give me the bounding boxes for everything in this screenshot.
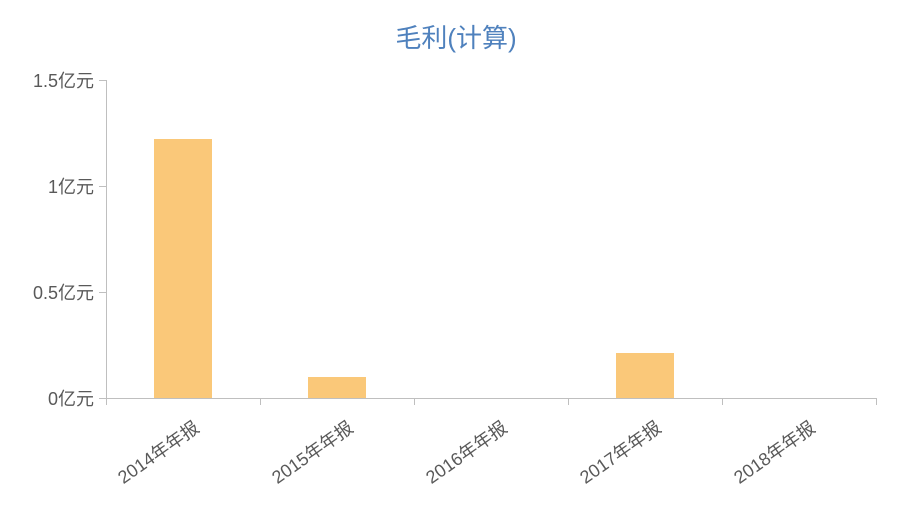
- chart-title: 毛利(计算): [0, 18, 912, 55]
- bar: [154, 139, 213, 398]
- y-tick-label: 1亿元: [48, 173, 106, 199]
- x-tick-mark: [568, 398, 569, 405]
- y-tick-label: 0.5亿元: [33, 279, 106, 305]
- x-tick-mark: [106, 398, 107, 405]
- y-axis-line: [106, 80, 107, 398]
- x-tick-mark: [260, 398, 261, 405]
- bar: [308, 377, 367, 398]
- x-tick-label: 2015年年报: [212, 414, 358, 527]
- x-tick-label: 2018年年报: [674, 414, 820, 527]
- x-tick-label: 2014年年报: [58, 414, 204, 527]
- y-tick-label: 1.5亿元: [33, 67, 106, 93]
- x-tick-label: 2017年年报: [520, 414, 666, 527]
- y-tick-label: 0亿元: [48, 385, 106, 411]
- x-axis-line: [106, 398, 876, 399]
- x-tick-mark: [414, 398, 415, 405]
- x-tick-mark: [876, 398, 877, 405]
- x-tick-label: 2016年年报: [366, 414, 512, 527]
- plot-area: 0亿元0.5亿元1亿元1.5亿元2014年年报2015年年报2016年年报201…: [106, 80, 876, 398]
- chart-container: 毛利(计算) 0亿元0.5亿元1亿元1.5亿元2014年年报2015年年报201…: [0, 0, 912, 526]
- bar: [616, 353, 675, 398]
- x-tick-mark: [722, 398, 723, 405]
